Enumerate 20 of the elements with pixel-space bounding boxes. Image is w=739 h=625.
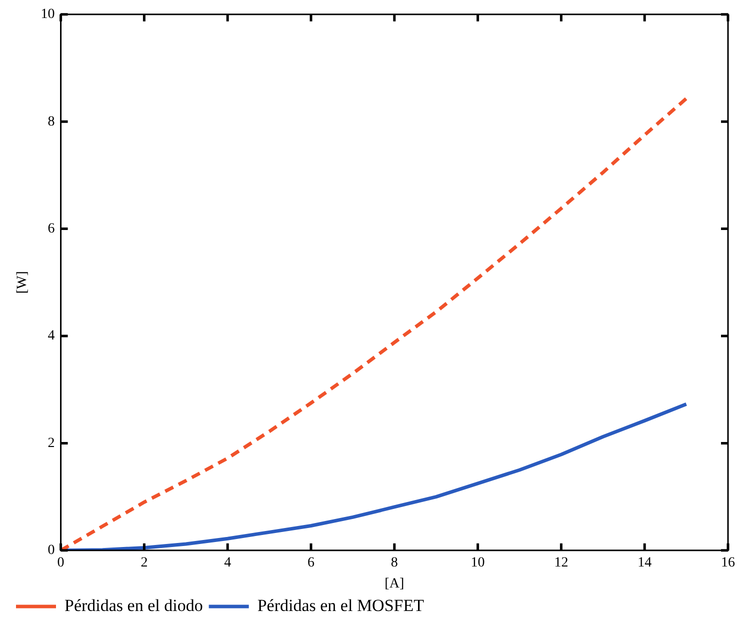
x-tick-label: 8 [390,555,398,570]
y-tick-label: 0 [48,543,55,558]
x-tick-label: 12 [554,555,568,570]
x-tick-label: 16 [721,555,735,570]
legend-label: Pérdidas en el diodo [64,596,203,615]
y-axis-title: [W] [15,271,30,294]
line-series [60,96,688,550]
x-tick-label: 10 [470,555,485,570]
x-tick-label: 0 [57,555,64,570]
x-tick-label: 4 [224,555,232,570]
y-tick-label: 10 [40,7,55,22]
legend-label: Pérdidas en el MOSFET [257,596,425,615]
y-tick-label: 8 [48,114,55,130]
y-tick-label: 6 [48,221,55,236]
x-tick-label: 14 [638,555,652,570]
x-axis-title: [A] [384,576,404,592]
x-tick-label: 2 [140,555,148,570]
x-tick-label: 6 [308,555,314,570]
y-tick-label: 2 [48,436,55,451]
y-tick-label: 4 [48,328,55,344]
